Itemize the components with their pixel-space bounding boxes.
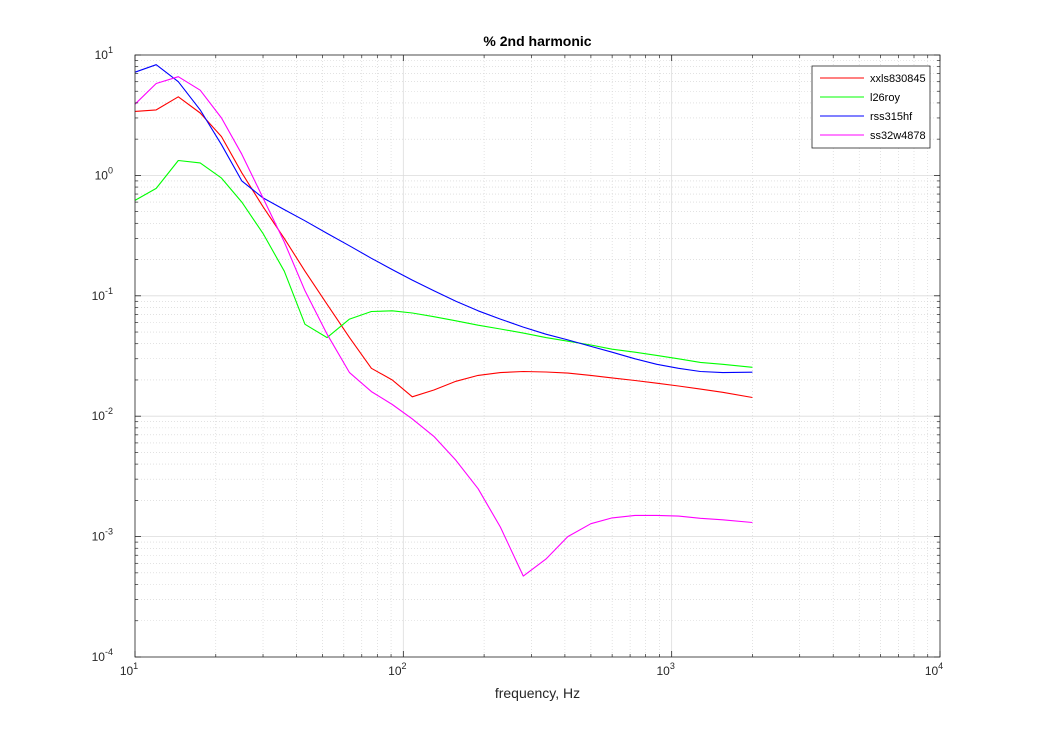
x-tick-exponent: 3 — [670, 661, 675, 671]
y-tick-label: 100 — [95, 165, 113, 182]
x-tick-labels: 101 102 103 104 — [120, 661, 943, 678]
x-tick-exponent: 1 — [133, 661, 138, 671]
x-tick-base: 10 — [925, 664, 939, 678]
legend-label: rss315hf — [870, 111, 913, 123]
series-line-ss32w4878 — [134, 76, 753, 577]
series-line-xxls830845 — [134, 96, 753, 399]
y-tick-label: 10-1 — [92, 286, 113, 303]
y-tick-exponent: 1 — [108, 45, 113, 55]
x-tick-exponent: 4 — [938, 661, 943, 671]
y-tick-label: 10-2 — [92, 406, 113, 423]
series-line-rss315hf — [134, 64, 753, 374]
x-axis-label: frequency, Hz — [495, 685, 580, 701]
x-tick-label: 102 — [388, 661, 406, 678]
x-tick-base: 10 — [388, 664, 402, 678]
legend: xxls830845 l26roy rss315hf ss32w4878 — [811, 65, 931, 149]
legend-label: ss32w4878 — [870, 130, 926, 142]
plot-area — [135, 55, 940, 657]
y-tick-exponent: -3 — [105, 527, 113, 537]
legend-label: xxls830845 — [870, 73, 926, 85]
y-tick-base: 10 — [92, 650, 106, 664]
y-tick-base: 10 — [95, 48, 109, 62]
y-tick-base: 10 — [92, 530, 106, 544]
x-tick-label: 104 — [925, 661, 943, 678]
legend-label: l26roy — [870, 92, 900, 104]
minor-grid — [135, 55, 940, 657]
y-tick-base: 10 — [92, 409, 106, 423]
x-tick-base: 10 — [120, 664, 134, 678]
axis-ticks — [134, 54, 941, 658]
y-tick-label: 101 — [95, 45, 113, 62]
series-line-l26roy — [134, 159, 753, 368]
y-tick-label: 10-4 — [92, 647, 113, 664]
y-tick-exponent: -1 — [105, 286, 113, 296]
y-tick-exponent: -4 — [105, 647, 113, 657]
y-tick-base: 10 — [92, 289, 106, 303]
chart-title: % 2nd harmonic — [483, 33, 591, 49]
y-tick-label: 10-3 — [92, 527, 113, 544]
y-tick-exponent: -2 — [105, 406, 113, 416]
legend-box — [811, 65, 931, 149]
y-tick-exponent: 0 — [108, 165, 113, 175]
x-tick-exponent: 2 — [402, 661, 407, 671]
plot-frame — [134, 54, 941, 658]
x-tick-base: 10 — [656, 664, 670, 678]
y-tick-base: 10 — [95, 168, 109, 182]
x-tick-label: 101 — [120, 661, 138, 678]
x-tick-label: 103 — [656, 661, 674, 678]
series-layer — [134, 64, 753, 577]
